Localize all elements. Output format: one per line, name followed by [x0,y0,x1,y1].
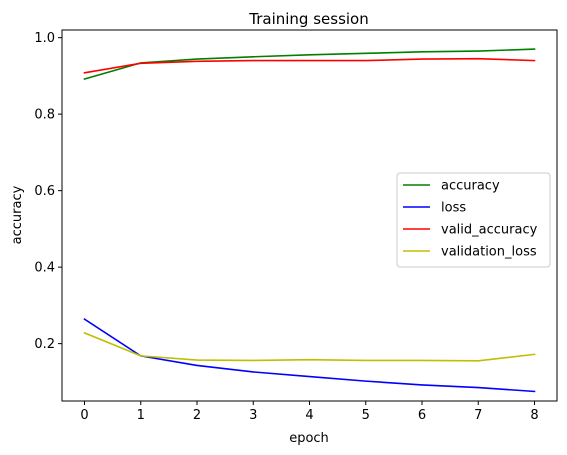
x-tick-label: 8 [530,408,538,423]
y-axis-label: accuracy [10,185,25,244]
x-tick-label: 2 [193,408,201,423]
y-tick-label: 1.0 [34,31,55,46]
legend: accuracy loss valid_accuracy validation_los… [396,172,551,268]
series-line-accuracy [83,48,536,80]
legend-label: loss [441,201,466,216]
x-tick-label: 7 [474,408,482,423]
y-tick-label: 0.6 [34,184,55,199]
y-tick-label: 0.8 [34,108,55,123]
x-tick-label: 5 [362,408,370,423]
chart-title: Training session [248,10,368,28]
x-axis-label: epoch [289,431,329,446]
legend-label: validation_loss [441,245,537,260]
legend-label: accuracy [441,179,500,194]
series-line-validation-loss [83,331,536,362]
x-tick-label: 1 [137,408,145,423]
x-axis: 0 1 2 3 4 5 6 7 8 [80,401,539,423]
x-tick-label: 6 [418,408,426,423]
y-tick-label: 0.2 [34,337,55,352]
legend-label: valid_accuracy [441,223,538,238]
plot-area [83,48,536,393]
legend-box [396,172,551,268]
series-line-loss [83,318,536,393]
series-line-valid-accuracy [83,57,536,74]
x-tick-label: 3 [249,408,257,423]
y-axis: 0.2 0.4 0.6 0.8 1.0 [34,31,62,352]
x-tick-label: 4 [305,408,313,423]
x-tick-label: 0 [80,408,88,423]
y-tick-label: 0.4 [34,261,55,276]
